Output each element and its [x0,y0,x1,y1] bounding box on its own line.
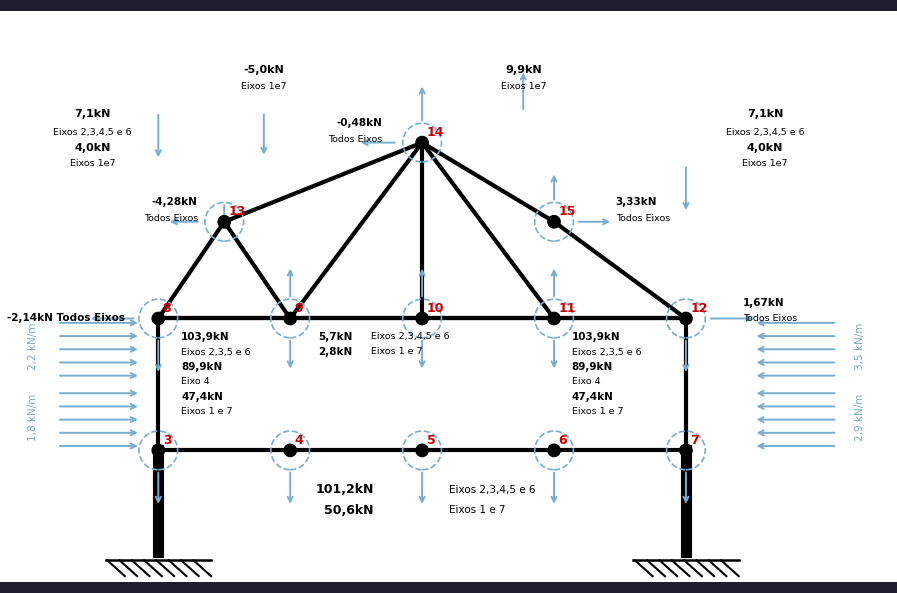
Text: 103,9kN: 103,9kN [571,331,620,342]
Text: 12: 12 [691,302,708,315]
Circle shape [152,444,164,457]
Text: Eixos 2,3,4,5 e 6: Eixos 2,3,4,5 e 6 [448,485,535,495]
Text: Eixos 1 e 7: Eixos 1 e 7 [448,505,505,515]
Text: 9: 9 [294,302,303,315]
Text: 4: 4 [294,434,303,447]
Text: Eixos 1 e 7: Eixos 1 e 7 [371,347,422,356]
Text: 1,8 kN/m: 1,8 kN/m [29,393,39,441]
Text: Eixos 2,3,5 e 6: Eixos 2,3,5 e 6 [571,347,641,356]
Text: Eixos 1e7: Eixos 1e7 [70,159,115,168]
Circle shape [152,313,164,324]
Text: 6: 6 [559,434,567,447]
Text: Eixos 1 e 7: Eixos 1 e 7 [181,407,232,416]
Circle shape [416,136,428,149]
Text: 14: 14 [426,126,444,139]
Text: 3: 3 [162,434,171,447]
Text: Todos Eixos: Todos Eixos [144,213,198,223]
Text: Eixos 2,3,4,5 e 6: Eixos 2,3,4,5 e 6 [371,331,449,340]
Circle shape [416,444,428,457]
Text: 50,6kN: 50,6kN [324,503,374,517]
Text: 2,8kN: 2,8kN [318,347,353,356]
Text: 47,4kN: 47,4kN [181,393,223,403]
Circle shape [218,216,231,228]
Text: 89,9kN: 89,9kN [571,362,613,372]
Circle shape [284,313,296,324]
Text: -4,28kN: -4,28kN [152,197,198,208]
Text: 7,1kN: 7,1kN [747,110,783,119]
Circle shape [548,216,561,228]
Text: 5,7kN: 5,7kN [318,331,353,342]
Text: 10: 10 [426,302,444,315]
Text: 4,0kN: 4,0kN [74,143,110,153]
Text: 101,2kN: 101,2kN [316,483,374,496]
Text: 11: 11 [559,302,576,315]
Text: Eixos 2,3,4,5 e 6: Eixos 2,3,4,5 e 6 [726,127,805,136]
Text: 2,2 kN/m: 2,2 kN/m [29,323,39,370]
Text: Eixos 1 e 7: Eixos 1 e 7 [571,407,623,416]
Text: 1,67kN: 1,67kN [743,298,785,308]
Text: Eixos 1e7: Eixos 1e7 [743,159,788,168]
Text: 103,9kN: 103,9kN [181,331,230,342]
Text: 89,9kN: 89,9kN [181,362,222,372]
Text: Eixos 1e7: Eixos 1e7 [501,82,546,91]
Text: 3,5 kN/m: 3,5 kN/m [855,323,865,370]
Text: 2,9 kN/m: 2,9 kN/m [855,393,865,441]
Text: Todos Eixos: Todos Eixos [328,135,382,144]
Text: 47,4kN: 47,4kN [571,393,614,403]
Circle shape [680,444,692,457]
Text: -2,14kN Todos Eixos: -2,14kN Todos Eixos [7,314,125,324]
Text: 7: 7 [691,434,699,447]
Text: 15: 15 [559,205,576,218]
Text: Eixos 2,3,4,5 e 6: Eixos 2,3,4,5 e 6 [53,127,132,136]
Text: Eixos 1e7: Eixos 1e7 [241,82,286,91]
Text: 9,9kN: 9,9kN [505,65,542,75]
Circle shape [284,444,296,457]
Text: -5,0kN: -5,0kN [243,65,284,75]
Text: Eixo 4: Eixo 4 [181,377,210,387]
Circle shape [680,313,692,324]
Text: 13: 13 [229,205,246,218]
Text: 4,0kN: 4,0kN [747,143,783,153]
Text: 8: 8 [162,302,171,315]
Text: 7,1kN: 7,1kN [74,110,110,119]
Text: Eixo 4: Eixo 4 [571,377,600,387]
Text: -0,48kN: -0,48kN [336,118,382,128]
Text: Todos Eixos: Todos Eixos [615,213,670,223]
Text: Todos Eixos: Todos Eixos [743,314,797,323]
Circle shape [548,313,561,324]
Text: 5: 5 [426,434,435,447]
Text: 3,33kN: 3,33kN [615,197,658,208]
Text: Eixos 2,3,5 e 6: Eixos 2,3,5 e 6 [181,347,251,356]
Circle shape [548,444,561,457]
Circle shape [416,313,428,324]
